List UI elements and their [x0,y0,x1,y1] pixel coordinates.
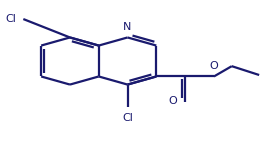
Text: Cl: Cl [6,14,16,24]
Text: Cl: Cl [122,112,133,123]
Text: O: O [209,61,218,71]
Text: O: O [169,96,178,106]
Text: N: N [123,22,132,32]
